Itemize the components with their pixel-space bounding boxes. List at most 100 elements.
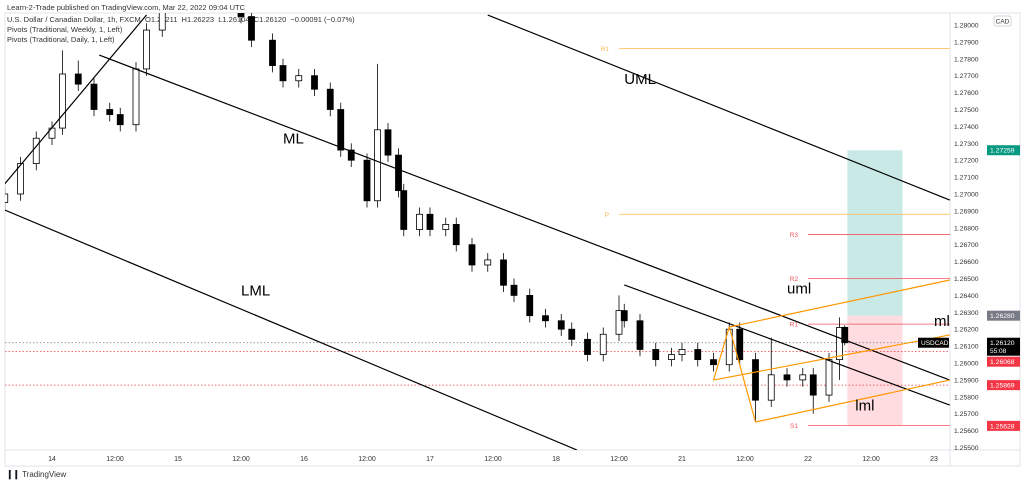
candle [237,13,245,24]
candle [615,295,623,342]
price-axis[interactable]: 1.25500 1.25600 1.25700 1.25800 1.25900 1.260… [954,15,1012,452]
candle [668,347,675,367]
drawing-labels: R1 P R3 R2 R1 S1 UML ML LML uml ml lml [241,46,950,430]
close-value: C1.26120 [253,15,287,24]
price-tick-label: 1.26100 [954,344,979,351]
time-tick-label: 23 [930,456,938,463]
time-axis[interactable]: 14 12:00 15 12:00 16 12:00 17 12:00 18 12:00 21 12:… [48,456,938,463]
candle [799,368,807,387]
trendline-handle-b[interactable] [728,326,757,423]
candle [783,368,791,387]
candle [752,352,759,423]
trendline-ml[interactable] [99,54,950,381]
price-tick-label: 1.27000 [954,192,979,199]
trendline-ml[interactable] [713,334,950,381]
candle-body [326,88,334,110]
time-tick-label: 17 [426,456,434,463]
price-tag [987,420,1020,431]
candle-body [374,129,381,202]
price-tag [987,145,1020,156]
candle-body [599,333,607,355]
candle-body [248,16,255,41]
bar-countdown-text: 55:08 [990,348,1007,355]
candle-body [836,327,843,361]
candle-body [809,374,817,396]
candle [500,253,507,293]
change-value: −0.00091 (−0.07%) [290,15,355,24]
trendline-uml[interactable] [487,14,950,201]
price-tick-label: 1.27300 [954,141,979,148]
time-tick-label: 22 [804,456,812,463]
candle [710,352,717,372]
candle-body [17,163,24,195]
indicator-daily-pivots[interactable]: Pivots (Traditional, Daily, 1, Left) [7,35,115,44]
candle-body [347,149,355,161]
candle [678,342,686,362]
candle [116,107,124,132]
candle-body [584,338,591,355]
trendline-handle[interactable] [5,14,147,185]
candle-body [694,349,702,361]
candle-body [116,114,124,126]
candle-body [678,349,686,355]
trendline-handle-a[interactable] [712,326,730,381]
pivot-label-weekly-p: P [605,212,609,219]
price-tick-label: 1.25800 [954,394,979,401]
candle [191,0,197,6]
candle [599,327,607,362]
candle [269,33,276,73]
candle-body [736,328,744,361]
candle-body [295,75,303,82]
chart-frame [4,12,1021,467]
candle-body [416,213,423,230]
plot-area [5,0,950,450]
trendline-lml[interactable] [5,209,578,450]
trendline-lml[interactable] [755,379,950,423]
candle-body [132,68,140,126]
trendline-label-ml: ML [283,130,304,147]
tradingview-logo-icon: ❙❙ [6,469,20,479]
candle [557,313,565,336]
candle-body [90,83,98,110]
candle [568,322,576,347]
price-tick-label: 1.26300 [954,310,979,317]
candle [542,308,549,328]
price-tick-label: 1.25600 [954,428,979,435]
candle [106,102,114,122]
trendline-label-uml: uml [787,281,811,298]
candle [395,148,402,198]
candle [74,60,82,91]
pivot-label-daily-s1: S1 [790,423,798,430]
time-tick-label: 12:00 [862,456,880,463]
candle [326,82,334,117]
candle [17,156,24,201]
price-tick-label: 1.26500 [954,276,979,283]
candle-body [237,13,245,17]
trendline-label-lml: LML [241,282,270,299]
pivot-label-weekly-r1: R1 [601,46,610,53]
price-tag-text: 1.25869 [990,383,1015,390]
price-tick-label: 1.26600 [954,259,979,266]
trendline-uml[interactable] [729,279,950,328]
currency-label: CAD [996,19,1010,26]
candle [347,143,355,167]
trendline-inner[interactable] [624,284,950,406]
candle-body [74,73,82,85]
price-tag-text: 1.27259 [990,148,1015,155]
indicator-weekly-pivots[interactable]: Pivots (Traditional, Weekly, 1, Left) [7,25,123,34]
time-tick-label: 16 [300,456,308,463]
candle [725,322,733,372]
candle [158,13,166,37]
price-tag-text: 1.26280 [990,313,1015,320]
candle [452,217,460,252]
brand-name: TradingView [22,470,67,479]
time-tick-label: 12:00 [484,456,502,463]
candle-body [384,129,392,156]
symbol-name[interactable]: U.S. Dollar / Canadian Dollar, 1h, FXCM [7,15,141,24]
candle-body [557,320,565,330]
candle [416,207,423,237]
price-tick-label: 1.26200 [954,327,979,334]
pivot-label-daily-r3: R3 [790,232,799,239]
symbol-tag [918,337,949,348]
